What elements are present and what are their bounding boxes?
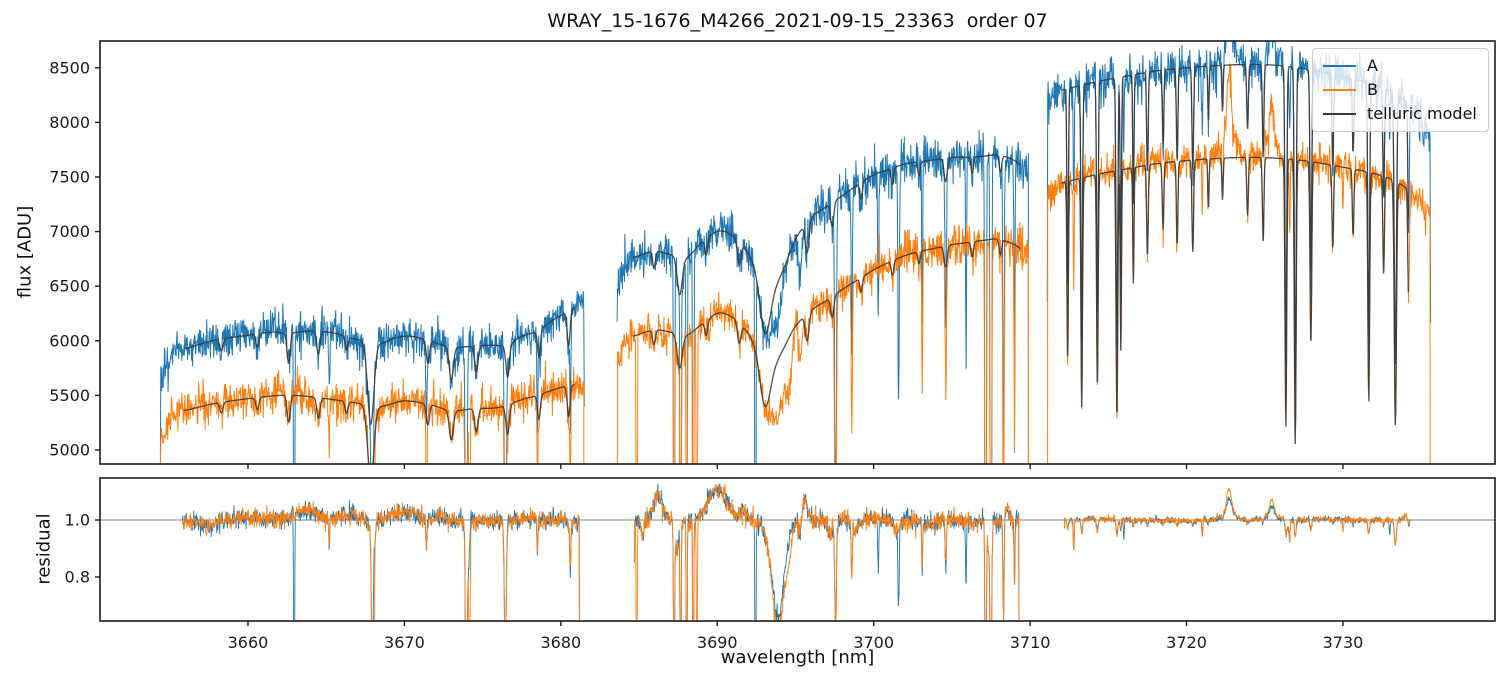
- legend-label: B: [1367, 80, 1378, 99]
- x-tick-label: 3720: [1166, 633, 1207, 652]
- residual-panel-border: [99, 477, 1496, 622]
- residual-panel-series: [181, 483, 1411, 621]
- legend-entry: A: [1323, 58, 1478, 74]
- series-b-spectrum-path: [159, 63, 1431, 464]
- x-tick-label: 3680: [540, 633, 581, 652]
- telluric-model-b-path: [183, 156, 1409, 464]
- residual-b-path: [181, 483, 1411, 621]
- axis-tick-labels: 3660 3670 3680 3690 3700 3710 3720 3730 5000 5500…: [49, 58, 1363, 652]
- x-tick-label: 3730: [1323, 633, 1364, 652]
- x-tick-label: 3700: [853, 633, 894, 652]
- series-a-spectrum-path: [159, 41, 1432, 464]
- flux-panel-series: [159, 41, 1432, 464]
- x-tick-label: 3670: [384, 633, 425, 652]
- legend-label: telluric model: [1367, 104, 1477, 123]
- legend-entry: telluric model: [1323, 106, 1478, 122]
- flux-tick-label: 6500: [49, 277, 90, 296]
- flux-panel-border: [99, 40, 1496, 465]
- flux-tick-label: 5000: [49, 441, 90, 460]
- legend-label: A: [1367, 56, 1378, 75]
- legend-entry: B: [1323, 82, 1478, 98]
- flux-tick-label: 8000: [49, 113, 90, 132]
- residual-tick-label: 1.0: [65, 511, 90, 530]
- x-tick-label: 3710: [1010, 633, 1051, 652]
- x-tick-label: 3660: [228, 633, 269, 652]
- flux-tick-label: 8500: [49, 58, 90, 77]
- legend-line-sample: [1323, 113, 1356, 115]
- flux-tick-label: 7500: [49, 167, 90, 186]
- flux-tick-label: 5500: [49, 386, 90, 405]
- residual-tick-label: 0.8: [65, 568, 90, 587]
- legend-line-sample: [1323, 65, 1356, 67]
- x-axis-label: wavelength [nm]: [720, 647, 875, 668]
- flux-tick-label: 6000: [49, 331, 90, 350]
- plot-title: WRAY_15-1676_M4266_2021-09-15_23363 orde…: [547, 10, 1048, 32]
- axis-ticks: [95, 67, 1344, 626]
- residual-a-path: [181, 483, 1411, 621]
- x-tick-label: 3690: [697, 633, 738, 652]
- flux-tick-label: 7000: [49, 222, 90, 241]
- legend-line-sample: [1323, 89, 1356, 91]
